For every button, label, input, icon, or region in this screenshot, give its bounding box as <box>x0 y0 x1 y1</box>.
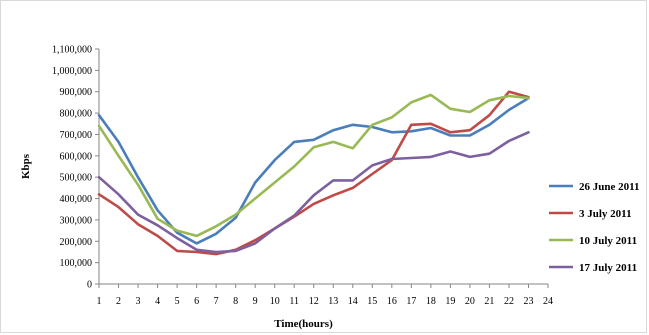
legend-label: 17 July 2011 <box>579 262 637 274</box>
x-axis: 1 2 3 4 5 6 7 8 9 10 11 12 13 14 15 16 17 18 19 20 21 22 23 24 <box>97 283 553 307</box>
y-tick-label: 300,000 <box>60 215 93 226</box>
x-tick-label: 16 <box>387 296 397 307</box>
x-tick-label: 19 <box>445 296 455 307</box>
y-tick-label: 700,000 <box>60 130 93 141</box>
x-tick-label: 8 <box>233 296 238 307</box>
legend-label: 26 June 2011 <box>579 181 640 193</box>
y-axis-title: Kbps <box>20 153 32 179</box>
x-tick-label: 21 <box>484 296 494 307</box>
x-tick-label: 18 <box>426 296 436 307</box>
legend: 26 June 2011 3 July 2011 10 July 2011 17 Ju… <box>549 181 640 274</box>
x-tick-label: 24 <box>543 296 553 307</box>
x-tick-label: 7 <box>214 296 219 307</box>
legend-label: 3 July 2011 <box>579 208 632 220</box>
x-tick-label: 6 <box>194 296 199 307</box>
series-line-3 <box>97 93 530 238</box>
x-tick-label: 9 <box>253 296 258 307</box>
series-layer <box>97 90 530 256</box>
x-tick-label: 20 <box>465 296 475 307</box>
series-line-4 <box>97 131 530 254</box>
x-tick-label: 23 <box>523 296 533 307</box>
x-tick-label: 11 <box>289 296 299 307</box>
x-tick-label: 3 <box>136 296 141 307</box>
y-tick-label: 200,000 <box>60 237 93 248</box>
x-tick-label: 2 <box>116 296 121 307</box>
y-tick-label: 0 <box>87 280 92 291</box>
x-tick-label: 4 <box>155 296 160 307</box>
y-tick-label: 500,000 <box>60 173 93 184</box>
x-tick-label: 14 <box>348 296 358 307</box>
x-tick-label: 22 <box>504 296 514 307</box>
legend-label: 10 July 2011 <box>579 235 637 247</box>
y-tick-label: 800,000 <box>60 109 93 120</box>
y-tick-label: 1,100,000 <box>52 45 92 56</box>
x-tick-label: 13 <box>328 296 338 307</box>
y-tick-label: 400,000 <box>60 194 93 205</box>
x-tick-label: 12 <box>309 296 319 307</box>
x-axis-title: Time(hours) <box>274 318 333 330</box>
x-tick-label: 1 <box>97 296 102 307</box>
x-tick-label: 10 <box>270 296 280 307</box>
x-tick-label: 17 <box>406 296 416 307</box>
x-tick-label: 5 <box>175 296 180 307</box>
y-tick-label: 900,000 <box>60 87 93 98</box>
y-tick-label: 100,000 <box>60 258 93 269</box>
series-line-2 <box>97 90 530 256</box>
y-tick-label: 1,000,000 <box>52 66 92 77</box>
x-tick-label: 15 <box>367 296 377 307</box>
y-axis: 0 100,000 200,000 300,000 400,000 500,000 600,… <box>52 45 100 291</box>
y-tick-label: 600,000 <box>60 151 93 162</box>
